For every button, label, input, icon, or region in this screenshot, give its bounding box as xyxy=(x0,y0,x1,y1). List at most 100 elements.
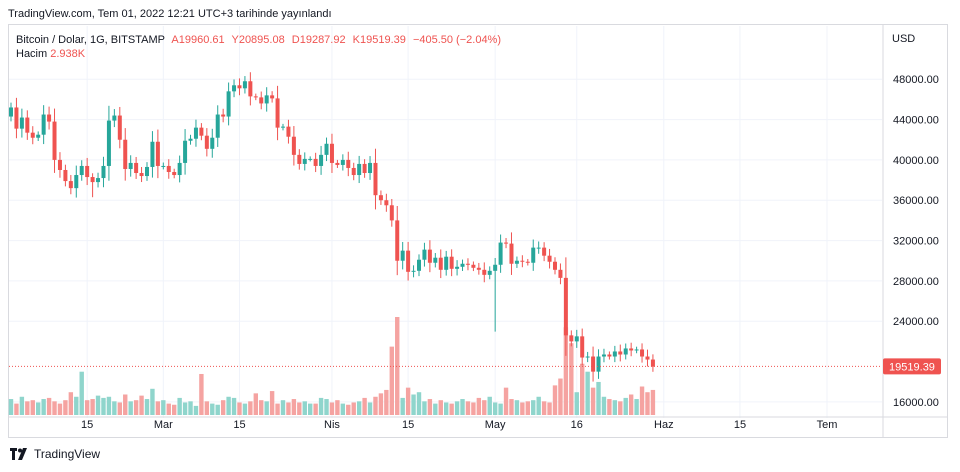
volume-bar xyxy=(95,395,101,415)
volume-value: 2.938K xyxy=(50,48,86,60)
candle-body xyxy=(569,335,574,342)
volume-bar xyxy=(63,400,68,415)
high-value: Y20895.08 xyxy=(231,34,285,46)
volume-bar xyxy=(106,396,112,415)
volume-bar xyxy=(150,388,155,415)
candle-body xyxy=(123,139,128,169)
volume-bar xyxy=(618,401,623,415)
volume-bar xyxy=(182,402,188,415)
volume-bar xyxy=(449,403,454,415)
candle-body xyxy=(340,159,345,165)
symbol-label[interactable]: Bitcoin / Dolar, 1G, BITSTAMP xyxy=(16,34,165,46)
candle-body xyxy=(248,81,253,97)
volume-bar xyxy=(422,401,427,415)
candle-body xyxy=(509,243,514,264)
volume-bar xyxy=(112,401,117,415)
volume-bar xyxy=(444,402,449,415)
candle-body xyxy=(487,270,492,275)
volume-bar xyxy=(226,396,231,415)
candle-body xyxy=(514,260,519,264)
y-tick-label: 40000.00 xyxy=(893,155,939,167)
y-tick-label: 36000.00 xyxy=(893,195,939,207)
candle-body xyxy=(585,356,590,358)
candle-body xyxy=(346,159,351,168)
volume-bar xyxy=(79,371,84,415)
volume-bar xyxy=(465,401,471,415)
candle-body xyxy=(357,163,362,176)
volume-bar xyxy=(596,381,601,415)
candle-body xyxy=(525,261,530,263)
volume-bar xyxy=(220,400,226,415)
candle-body xyxy=(395,220,400,261)
volume-bar xyxy=(275,403,280,415)
volume-bar xyxy=(329,402,335,415)
candle-body xyxy=(134,162,139,174)
volume-label: Hacim xyxy=(16,48,48,60)
volume-bar xyxy=(193,405,199,415)
volume-bar xyxy=(128,401,133,415)
volume-bar xyxy=(19,396,25,415)
footer-brand[interactable]: TradingView xyxy=(10,447,100,461)
volume-bar xyxy=(623,397,628,415)
candle-body xyxy=(427,249,432,263)
low-value: D19287.92 xyxy=(291,34,346,46)
candle-body xyxy=(629,348,634,351)
volume-bar xyxy=(324,399,329,415)
volume-bar xyxy=(645,392,650,415)
volume-bar xyxy=(525,401,530,415)
candle-body xyxy=(596,356,601,372)
volume-bar xyxy=(574,392,579,415)
candle-body xyxy=(612,351,617,357)
candle-body xyxy=(520,260,525,262)
candle-body xyxy=(460,263,465,267)
candle-body xyxy=(297,154,302,164)
candle-body xyxy=(9,107,13,117)
candle-body xyxy=(128,162,133,169)
volume-bar xyxy=(438,400,443,415)
candle-body xyxy=(302,158,307,164)
candle-body xyxy=(275,98,280,128)
volume-bar xyxy=(302,401,307,415)
volume-bar xyxy=(30,400,35,415)
last-price-label: 19519.39 xyxy=(889,361,935,373)
candle-body xyxy=(476,267,481,270)
candle-body xyxy=(259,97,264,104)
volume-bar xyxy=(395,317,400,415)
candle-body xyxy=(221,114,226,117)
candle-body xyxy=(493,264,498,271)
candle-body xyxy=(313,158,318,166)
candle-body xyxy=(417,259,421,271)
volume-bar xyxy=(41,399,46,415)
candle-body xyxy=(591,356,596,372)
tradingview-logo-icon xyxy=(10,448,27,460)
volume-bar xyxy=(400,397,405,415)
x-tick-label: 15 xyxy=(734,419,746,431)
candle-body xyxy=(41,114,46,135)
candle-body xyxy=(308,158,313,160)
candle-body xyxy=(85,165,90,178)
volume-bar xyxy=(454,401,460,415)
volume-bar xyxy=(8,399,14,415)
candle-body xyxy=(47,114,52,122)
candle-body xyxy=(210,137,215,149)
candle-body xyxy=(623,348,628,355)
volume-bar xyxy=(335,400,340,415)
candle-body xyxy=(378,195,383,201)
volume-bar xyxy=(199,373,204,415)
volume-bar xyxy=(612,400,618,415)
volume-bar xyxy=(101,397,106,415)
volume-bar xyxy=(416,392,422,415)
candle-body xyxy=(449,256,454,269)
candle-body xyxy=(433,257,438,263)
volume-bar xyxy=(367,402,373,415)
volume-bar xyxy=(405,387,411,415)
volume-bar xyxy=(253,393,258,415)
currency-label[interactable]: USD xyxy=(892,33,916,45)
volume-bar xyxy=(74,396,79,415)
candle-body xyxy=(411,270,416,272)
volume-bar xyxy=(558,378,563,415)
volume-bar xyxy=(601,396,607,415)
volume-bar xyxy=(210,403,215,415)
candle-body xyxy=(226,91,231,117)
